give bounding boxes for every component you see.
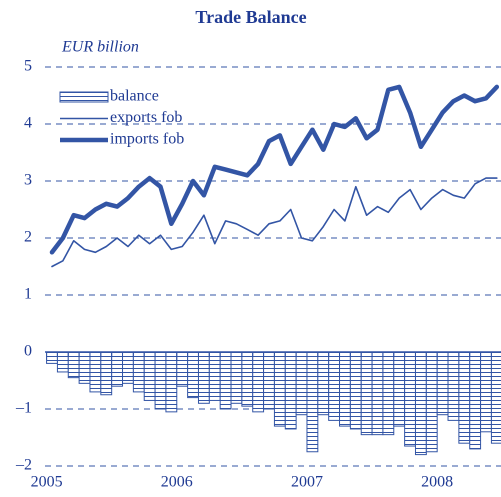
bar <box>295 351 308 416</box>
bar <box>273 351 286 427</box>
bar <box>414 351 427 456</box>
y-tick-label: 4 <box>24 115 32 132</box>
y-axis-label: EUR billion <box>61 39 139 56</box>
y-tick-label: 3 <box>24 172 32 189</box>
bar <box>436 351 449 416</box>
bar <box>46 351 58 364</box>
bar <box>349 351 362 430</box>
bar <box>339 351 351 427</box>
bar <box>132 351 145 393</box>
y-tick-label: 5 <box>24 58 32 75</box>
legend-label: exports fob <box>110 109 182 126</box>
x-tick-label: 2005 <box>31 474 63 491</box>
bar <box>404 351 416 447</box>
bar <box>56 351 69 373</box>
bar <box>176 351 189 387</box>
line-series <box>49 84 500 255</box>
bar <box>393 351 406 427</box>
bar <box>100 351 113 396</box>
bar <box>328 351 341 421</box>
bar <box>360 351 373 436</box>
x-tick-label: 2007 <box>291 474 323 491</box>
bar <box>197 351 210 404</box>
legend-label: imports fob <box>110 131 184 148</box>
bar <box>241 351 254 407</box>
line-series <box>51 177 498 268</box>
y-tick-label: 1 <box>24 286 32 303</box>
x-tick-label: 2008 <box>421 474 453 491</box>
bar <box>469 351 482 450</box>
bar <box>143 351 156 401</box>
bar <box>122 351 134 384</box>
bar <box>89 351 102 393</box>
bar <box>382 351 395 436</box>
y-tick-label: 2 <box>24 229 32 246</box>
bar <box>187 351 199 399</box>
legend-swatch <box>59 91 109 103</box>
y-tick-label: –1 <box>15 400 32 417</box>
bar <box>480 351 492 433</box>
bar <box>284 351 297 430</box>
bar <box>306 351 319 453</box>
bar <box>263 351 275 410</box>
bar <box>490 351 501 444</box>
bar <box>458 351 471 444</box>
x-tick-label: 2006 <box>161 474 193 491</box>
chart-title: Trade Balance <box>195 7 306 27</box>
y-tick-label: –2 <box>15 457 32 474</box>
bar <box>447 351 460 421</box>
bar <box>111 351 124 387</box>
bar <box>252 351 265 413</box>
bar <box>78 351 91 384</box>
bar <box>425 351 438 453</box>
bar <box>219 351 232 410</box>
bar <box>67 351 80 379</box>
bar <box>154 351 167 410</box>
legend-label: balance <box>110 88 159 105</box>
bar <box>230 351 243 404</box>
bar <box>371 351 384 436</box>
bar <box>165 351 178 413</box>
bar <box>208 351 221 401</box>
bar <box>317 351 330 416</box>
y-tick-label: 0 <box>24 343 32 360</box>
